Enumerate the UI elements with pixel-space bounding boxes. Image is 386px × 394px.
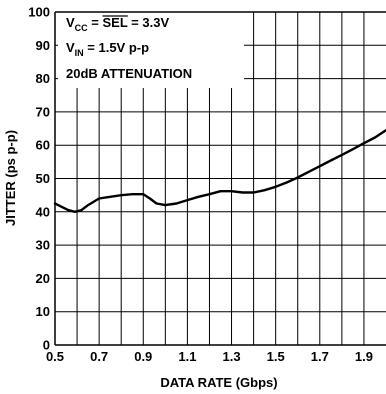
x-tick-label: 1.1 — [178, 349, 196, 364]
annotation-text: VCC = SEL = 3.3V VIN = 1.5V p-p 20dB ATT… — [66, 15, 192, 81]
y-tick-label: 20 — [36, 271, 50, 286]
y-tick-label: 0 — [43, 338, 50, 353]
y-tick-label: 80 — [36, 71, 50, 86]
y-tick-label: 90 — [36, 38, 50, 53]
x-tick-label: 0.9 — [134, 349, 152, 364]
y-tick-label: 10 — [36, 304, 50, 319]
y-tick-label: 30 — [36, 238, 50, 253]
y-tick-label: 100 — [28, 5, 50, 20]
annotation-line-vin: VIN = 1.5V p-p — [66, 40, 149, 58]
y-axis-title: JITTER (ps p-p) — [3, 130, 18, 226]
x-axis-title: DATA RATE (Gbps) — [160, 375, 277, 390]
y-tick-label: 40 — [36, 204, 50, 219]
x-tick-label: 1.7 — [311, 349, 329, 364]
x-tick-label: 1.5 — [267, 349, 285, 364]
y-tick-label: 50 — [36, 171, 50, 186]
annotation-box — [58, 8, 244, 88]
x-tick-label: 1.9 — [355, 349, 373, 364]
jitter-series-line — [53, 128, 386, 214]
y-tick-label: 60 — [36, 138, 50, 153]
x-tick-label: 0.7 — [90, 349, 108, 364]
x-tick-label: 0.5 — [46, 349, 64, 364]
x-tick-label: 1.3 — [222, 349, 240, 364]
annotation-line-attenuation: 20dB ATTENUATION — [66, 66, 192, 81]
annotation-line-vcc: VCC = SEL = 3.3V — [66, 15, 169, 33]
y-tick-label: 70 — [36, 104, 50, 119]
sel-overline-text: SEL — [103, 15, 128, 30]
